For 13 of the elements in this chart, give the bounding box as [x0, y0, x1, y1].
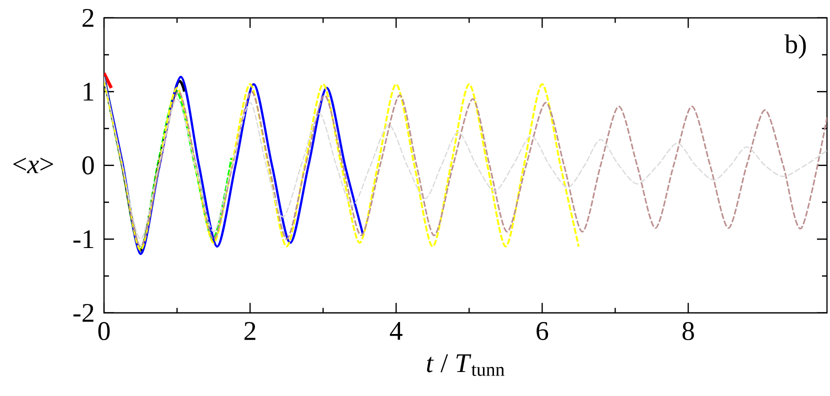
x-tick-label: 4	[390, 322, 402, 340]
y-tick-label: -2	[73, 304, 94, 322]
y-axis-title: <x>	[13, 158, 54, 174]
x-tick-label: 0	[98, 322, 110, 340]
x-tick-label: 2	[244, 322, 256, 340]
y-tick-label: -1	[73, 230, 94, 248]
annotation: b)	[784, 34, 806, 59]
y-tick-label: 2	[82, 9, 94, 27]
x-tick-label: 6	[536, 322, 548, 340]
y-tick-label: 1	[84, 82, 94, 101]
y-tick-label: 0	[82, 156, 94, 175]
x-tick-label: 8	[682, 322, 694, 340]
x-axis-title: t / T$_{tunn}$	[426, 354, 504, 376]
